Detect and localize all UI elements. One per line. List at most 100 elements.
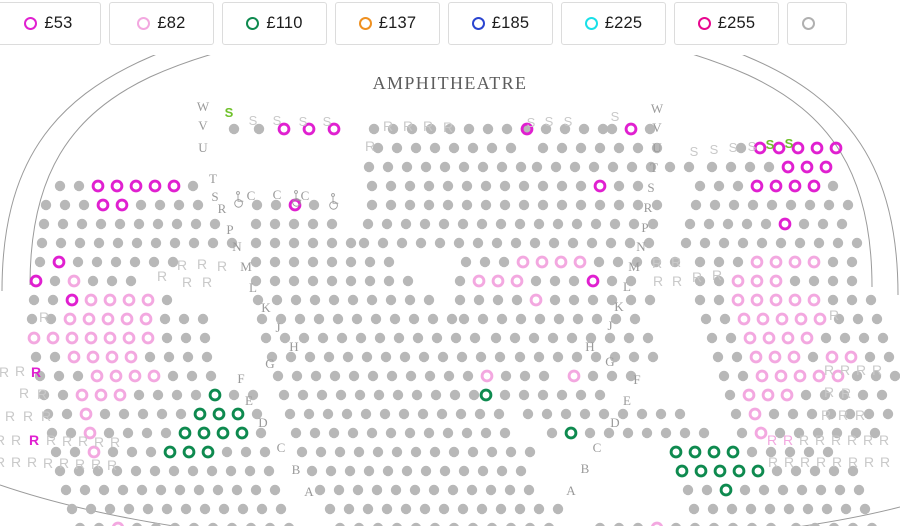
seat-available[interactable]	[546, 427, 558, 439]
seat-available[interactable]	[660, 427, 672, 439]
seat-available[interactable]	[252, 294, 264, 306]
seat-available[interactable]	[817, 218, 829, 230]
seat-available[interactable]	[713, 275, 725, 287]
seat-selected-pink[interactable]	[769, 274, 783, 288]
seat-available[interactable]	[404, 294, 416, 306]
seat-available[interactable]	[377, 237, 389, 249]
seat-available[interactable]	[240, 446, 252, 458]
seat-available[interactable]	[889, 370, 900, 382]
seat-selected-pink[interactable]	[769, 255, 783, 269]
seat-available[interactable]	[429, 142, 441, 154]
seat-available[interactable]	[171, 218, 183, 230]
seat-available[interactable]	[125, 275, 137, 287]
seat-available[interactable]	[255, 427, 267, 439]
seat-available[interactable]	[307, 256, 319, 268]
seat-available[interactable]	[199, 332, 211, 344]
seat-available[interactable]	[651, 199, 663, 211]
seat-available[interactable]	[690, 199, 702, 211]
seat-available[interactable]	[457, 218, 469, 230]
seat-available[interactable]	[486, 142, 498, 154]
seat-selected-pink[interactable]	[807, 293, 821, 307]
seat-available[interactable]	[351, 313, 363, 325]
seat-available[interactable]	[439, 161, 451, 173]
seat-available[interactable]	[647, 351, 659, 363]
seat-available[interactable]	[391, 446, 403, 458]
seat-available[interactable]	[438, 218, 450, 230]
seat-available[interactable]	[718, 237, 730, 249]
seat-available[interactable]	[167, 370, 179, 382]
seat-selected-pink[interactable]	[812, 369, 826, 383]
seat-available[interactable]	[98, 484, 110, 496]
seat-available[interactable]	[118, 408, 130, 420]
seat-available[interactable]	[72, 370, 84, 382]
seat-available[interactable]	[401, 161, 413, 173]
seat-available[interactable]	[430, 389, 442, 401]
seat-available[interactable]	[436, 408, 448, 420]
seat-available[interactable]	[385, 180, 397, 192]
seat-available[interactable]	[485, 484, 497, 496]
seat-available[interactable]	[141, 427, 153, 439]
seat-available[interactable]	[175, 408, 187, 420]
seat-available[interactable]	[308, 199, 320, 211]
seat-available[interactable]	[364, 256, 376, 268]
seat-available[interactable]	[227, 522, 237, 526]
seat-available[interactable]	[342, 351, 354, 363]
seat-available[interactable]	[294, 313, 306, 325]
seat-available[interactable]	[462, 370, 474, 382]
seat-available[interactable]	[606, 370, 618, 382]
seat-available[interactable]	[765, 446, 777, 458]
seat-available[interactable]	[57, 389, 69, 401]
seat-available[interactable]	[256, 313, 268, 325]
seat-available[interactable]	[461, 427, 473, 439]
seat-available[interactable]	[425, 123, 437, 135]
seat-available[interactable]	[477, 465, 489, 477]
seat-available[interactable]	[572, 313, 584, 325]
seat-available[interactable]	[709, 199, 721, 211]
seat-available[interactable]	[719, 313, 731, 325]
seat-available[interactable]	[189, 522, 199, 526]
seat-selected-pink[interactable]	[769, 293, 783, 307]
seat-selected-pink[interactable]	[122, 331, 136, 345]
seat-available[interactable]	[431, 332, 443, 344]
seat-selected-magenta[interactable]	[129, 179, 143, 193]
seat-selected-pink[interactable]	[748, 407, 762, 421]
seat-available[interactable]	[466, 484, 478, 496]
seat-selected-pink[interactable]	[567, 369, 581, 383]
seat-available[interactable]	[612, 256, 624, 268]
seat-available[interactable]	[152, 389, 164, 401]
seat-available[interactable]	[867, 522, 877, 526]
seat-available[interactable]	[518, 389, 530, 401]
seat-available[interactable]	[853, 484, 865, 496]
seat-available[interactable]	[173, 199, 185, 211]
seat-available[interactable]	[438, 503, 450, 515]
seat-available[interactable]	[389, 313, 401, 325]
seat-available[interactable]	[490, 332, 502, 344]
seat-selected-pink[interactable]	[761, 388, 775, 402]
seat-available[interactable]	[265, 522, 275, 526]
seat-selected-green[interactable]	[688, 445, 702, 459]
seat-available[interactable]	[360, 408, 372, 420]
seat-available[interactable]	[439, 465, 451, 477]
seat-available[interactable]	[428, 484, 440, 496]
seat-available[interactable]	[537, 142, 549, 154]
seat-selected-pink[interactable]	[84, 293, 98, 307]
seat-available[interactable]	[347, 427, 359, 439]
seat-available[interactable]	[559, 123, 571, 135]
seat-available[interactable]	[129, 256, 141, 268]
seat-available[interactable]	[107, 446, 119, 458]
seat-available[interactable]	[877, 332, 889, 344]
seat-available[interactable]	[506, 522, 516, 526]
seat-available[interactable]	[49, 351, 61, 363]
seat-selected-pink[interactable]	[86, 350, 100, 364]
seat-available[interactable]	[251, 199, 263, 211]
seat-available[interactable]	[408, 313, 420, 325]
seat-selected-pink[interactable]	[780, 388, 794, 402]
seat-available[interactable]	[160, 427, 172, 439]
seat-available[interactable]	[40, 199, 52, 211]
seat-available[interactable]	[345, 237, 357, 249]
seat-available[interactable]	[641, 427, 653, 439]
seat-available[interactable]	[480, 427, 492, 439]
legend-item-gbp225[interactable]: £225	[561, 2, 666, 45]
seat-available[interactable]	[741, 218, 753, 230]
seat-available[interactable]	[269, 256, 281, 268]
